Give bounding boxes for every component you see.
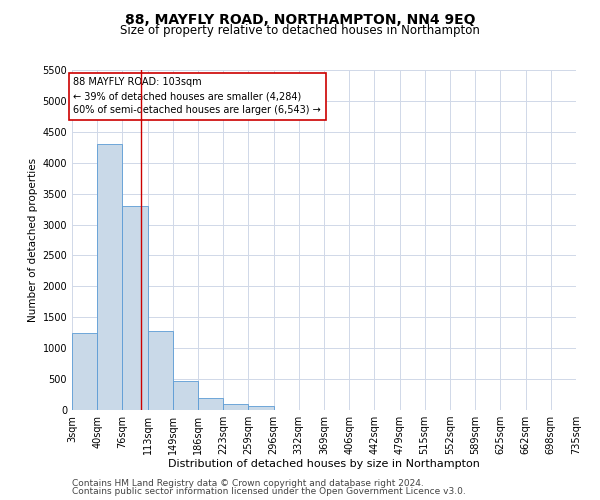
Text: Contains public sector information licensed under the Open Government Licence v3: Contains public sector information licen…	[72, 487, 466, 496]
X-axis label: Distribution of detached houses by size in Northampton: Distribution of detached houses by size …	[168, 458, 480, 468]
Bar	[148, 332, 173, 410]
Bar	[198, 398, 223, 410]
Bar	[248, 406, 274, 410]
Bar	[72, 332, 97, 410]
Text: 88 MAYFLY ROAD: 103sqm
← 39% of detached houses are smaller (4,284)
60% of semi-: 88 MAYFLY ROAD: 103sqm ← 39% of detached…	[73, 78, 321, 116]
Y-axis label: Number of detached properties: Number of detached properties	[28, 158, 38, 322]
Bar	[97, 144, 122, 410]
Text: Size of property relative to detached houses in Northampton: Size of property relative to detached ho…	[120, 24, 480, 37]
Text: 88, MAYFLY ROAD, NORTHAMPTON, NN4 9EQ: 88, MAYFLY ROAD, NORTHAMPTON, NN4 9EQ	[125, 12, 475, 26]
Bar	[173, 381, 198, 410]
Bar	[122, 206, 148, 410]
Text: Contains HM Land Registry data © Crown copyright and database right 2024.: Contains HM Land Registry data © Crown c…	[72, 478, 424, 488]
Bar	[223, 404, 248, 410]
